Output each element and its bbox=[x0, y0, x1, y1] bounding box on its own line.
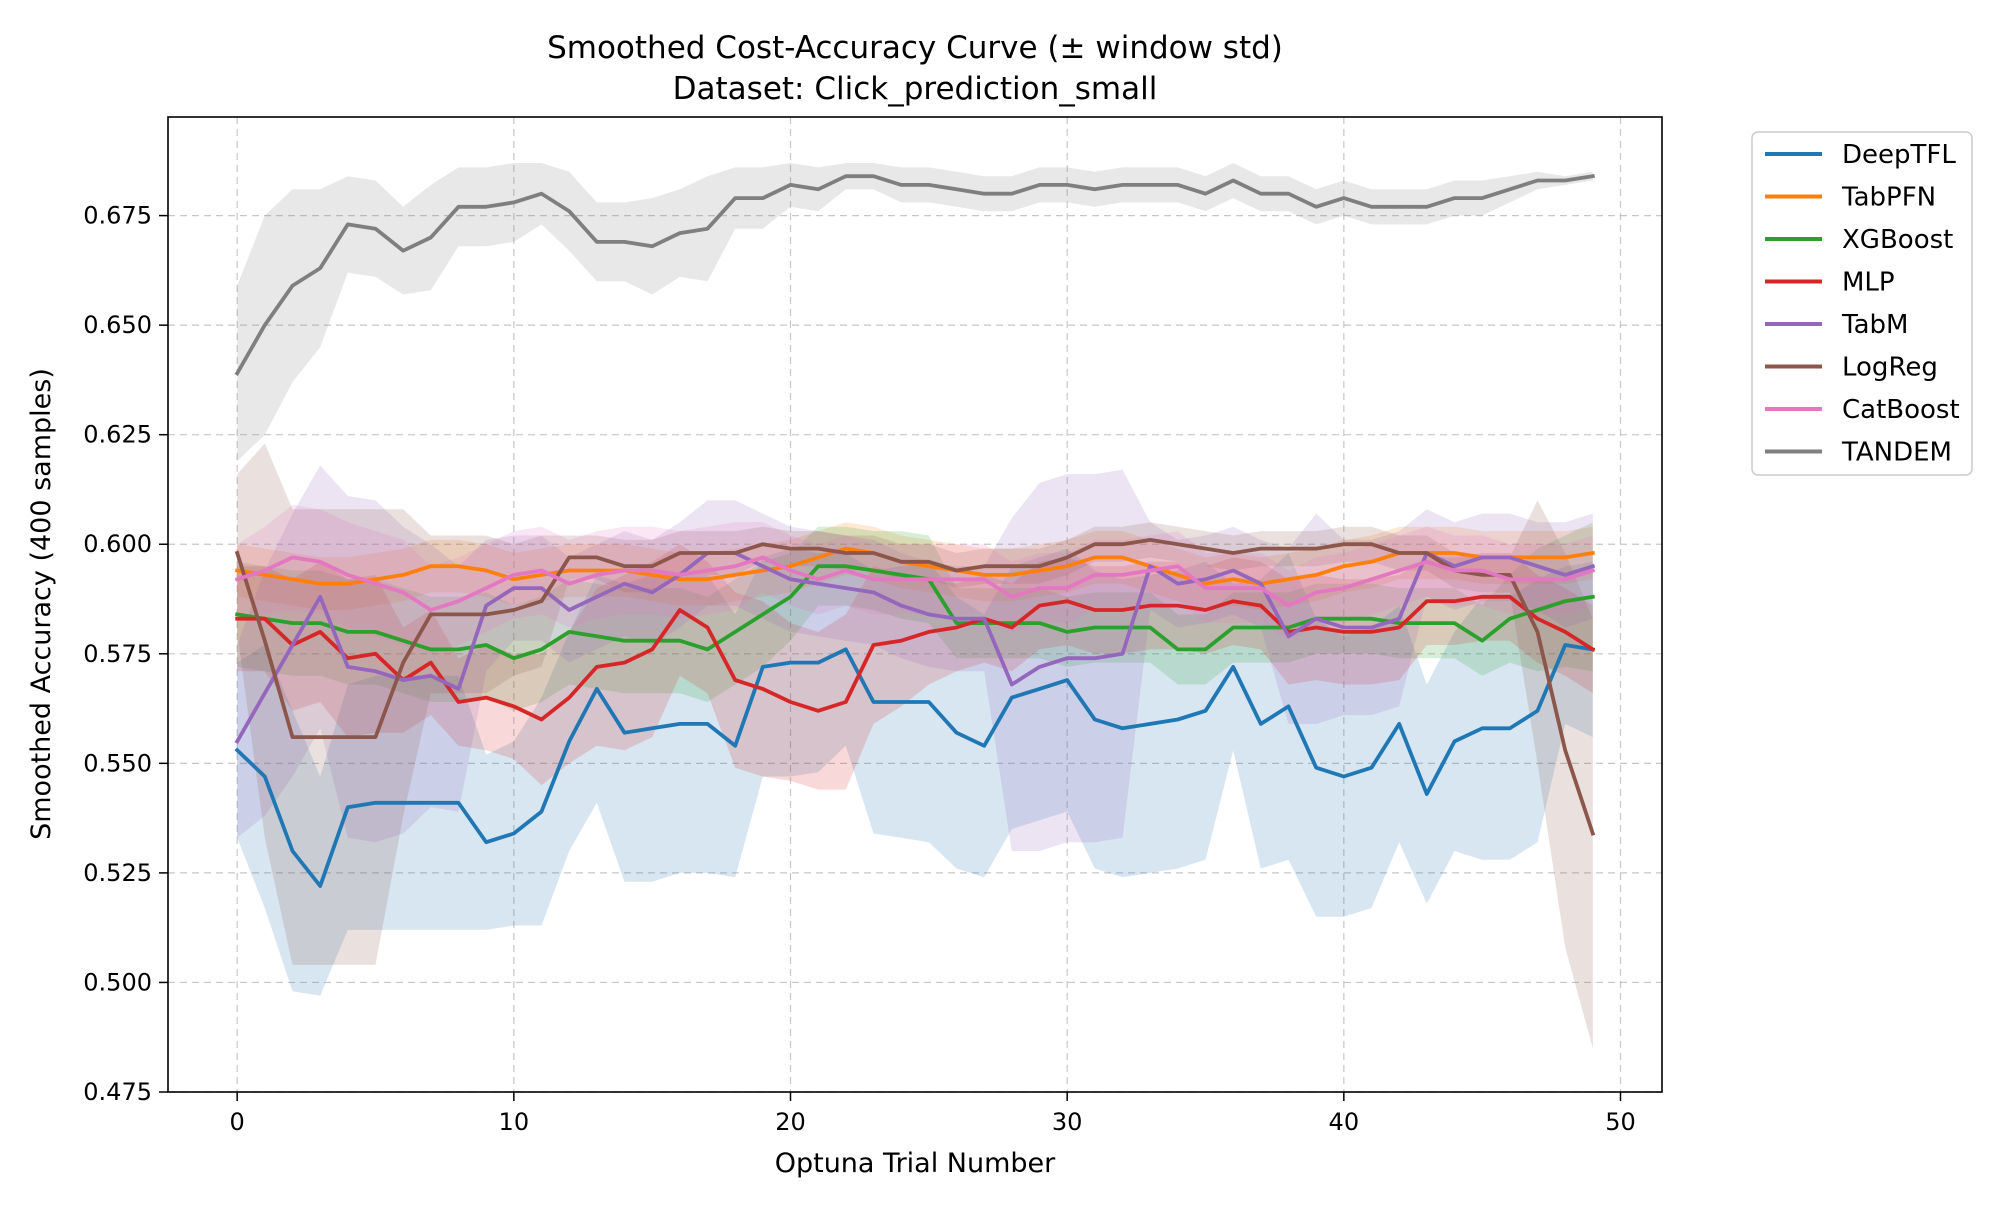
x-tick-label: 50 bbox=[1605, 1108, 1636, 1136]
x-tick-label: 0 bbox=[230, 1108, 245, 1136]
legend-label-logreg: LogReg bbox=[1842, 353, 1938, 383]
series-line-tabm bbox=[234, 551, 1596, 744]
std-band-xgboost bbox=[237, 522, 1593, 711]
x-tick-label: 30 bbox=[1052, 1108, 1083, 1136]
series-lines bbox=[234, 174, 1596, 888]
series-line-xgboost bbox=[235, 564, 1595, 661]
legend-label-tabm: TabM bbox=[1841, 310, 1908, 340]
y-tick-label: 0.650 bbox=[83, 311, 152, 339]
legend: DeepTFL TabPFN XGBoost MLP TabM LogReg CatBoos… bbox=[1751, 131, 1973, 476]
series-line-logreg bbox=[234, 538, 1596, 836]
x-tick-label: 10 bbox=[499, 1108, 530, 1136]
plot-frame bbox=[167, 116, 1663, 1093]
series-line-tandem bbox=[234, 174, 1595, 376]
legend-frame bbox=[1751, 131, 1973, 476]
legend-label-deeptfl: DeepTFL bbox=[1842, 140, 1956, 170]
y-axis-label: Smoothed Accuracy (400 samples) bbox=[26, 368, 57, 840]
chart-title: Smoothed Cost-Accuracy Curve (± window s… bbox=[547, 30, 1283, 66]
y-tick-label: 0.525 bbox=[83, 859, 152, 887]
y-tick-label: 0.625 bbox=[83, 421, 152, 449]
x-tick-label: 20 bbox=[775, 1108, 806, 1136]
std-band-tandem bbox=[237, 163, 1593, 461]
std-band-tabm bbox=[237, 465, 1593, 851]
y-tick-label: 0.475 bbox=[83, 1078, 152, 1106]
y-tick-label: 0.675 bbox=[83, 202, 152, 230]
chart-subtitle: Dataset: Click_prediction_small bbox=[673, 71, 1158, 107]
legend-label-tandem: TANDEM bbox=[1841, 438, 1952, 468]
legend-label-catboost: CatBoost bbox=[1842, 395, 1960, 425]
legend-label-tabpfn: TabPFN bbox=[1841, 183, 1936, 213]
axis-ticks: 0 10 20 30 40 50 0.475 0.500 0.525 0.550 0.575 0.60… bbox=[83, 202, 1635, 1136]
y-tick-label: 0.550 bbox=[83, 749, 152, 777]
std-band-deeptfl bbox=[237, 548, 1593, 996]
y-tick-label: 0.575 bbox=[83, 640, 152, 668]
legend-label-xgboost: XGBoost bbox=[1842, 225, 1953, 255]
series-line-catboost bbox=[234, 555, 1596, 612]
y-tick-label: 0.500 bbox=[83, 968, 152, 996]
series-line-deeptfl bbox=[234, 643, 1595, 888]
y-tick-label: 0.600 bbox=[83, 530, 152, 558]
series-line-mlp bbox=[235, 594, 1596, 722]
x-axis-label: Optuna Trial Number bbox=[775, 1148, 1056, 1179]
x-tick-label: 40 bbox=[1329, 1108, 1360, 1136]
legend-label-mlp: MLP bbox=[1842, 268, 1895, 298]
series-line-tabpfn bbox=[235, 546, 1595, 586]
